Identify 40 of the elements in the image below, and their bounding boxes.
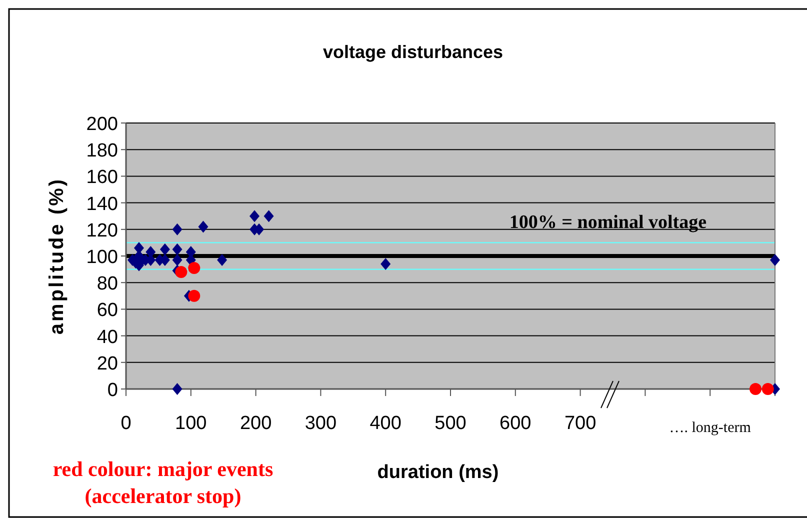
x-tick-label: 400 <box>370 413 402 434</box>
text: red colour: major events (accelerator stop) <box>52 457 274 508</box>
point <box>172 223 182 236</box>
point <box>750 383 762 395</box>
x-tick-label: 700 <box>564 413 596 434</box>
point <box>198 220 208 233</box>
y-tick-label: 180 <box>86 140 118 162</box>
x-tick-label: 0 <box>120 413 132 434</box>
y-tick-label: 100 <box>86 247 118 268</box>
x-tick-label: 300 <box>304 413 337 434</box>
y-tick-label: 60 <box>96 300 118 322</box>
point <box>172 254 182 266</box>
point <box>380 258 391 270</box>
y-tick-label: 160 <box>86 167 118 188</box>
y-tick-label: 80 <box>96 274 118 295</box>
y-tick-label: 0 <box>107 380 118 401</box>
y-tick-label: 40 <box>96 326 118 348</box>
point <box>175 266 188 278</box>
point <box>770 254 780 266</box>
point <box>172 243 182 256</box>
point <box>188 262 200 274</box>
x-axis-title: duration (ms) <box>377 462 499 483</box>
point <box>188 290 200 302</box>
point <box>250 210 260 222</box>
y-tick-label: 20 <box>96 353 118 374</box>
point <box>217 254 228 266</box>
y-tick-label: 140 <box>86 194 118 215</box>
x-tick-label: 200 <box>240 413 272 434</box>
x-tick-label: 100 <box>175 413 207 434</box>
y-tick-label: 200 <box>86 114 118 135</box>
x-tick-label: 600 <box>500 413 532 434</box>
point <box>160 243 170 256</box>
point <box>172 383 182 395</box>
chart-title: voltage disturbances <box>322 42 504 62</box>
x-tick-label: 500 <box>434 413 466 434</box>
y-tick-label: 120 <box>86 220 118 242</box>
ref-line-label: 100% = nominal voltage <box>509 212 707 233</box>
y-axis-title: amplitude (%) <box>46 177 68 335</box>
text: …. long-term <box>669 420 752 436</box>
point <box>264 210 274 222</box>
